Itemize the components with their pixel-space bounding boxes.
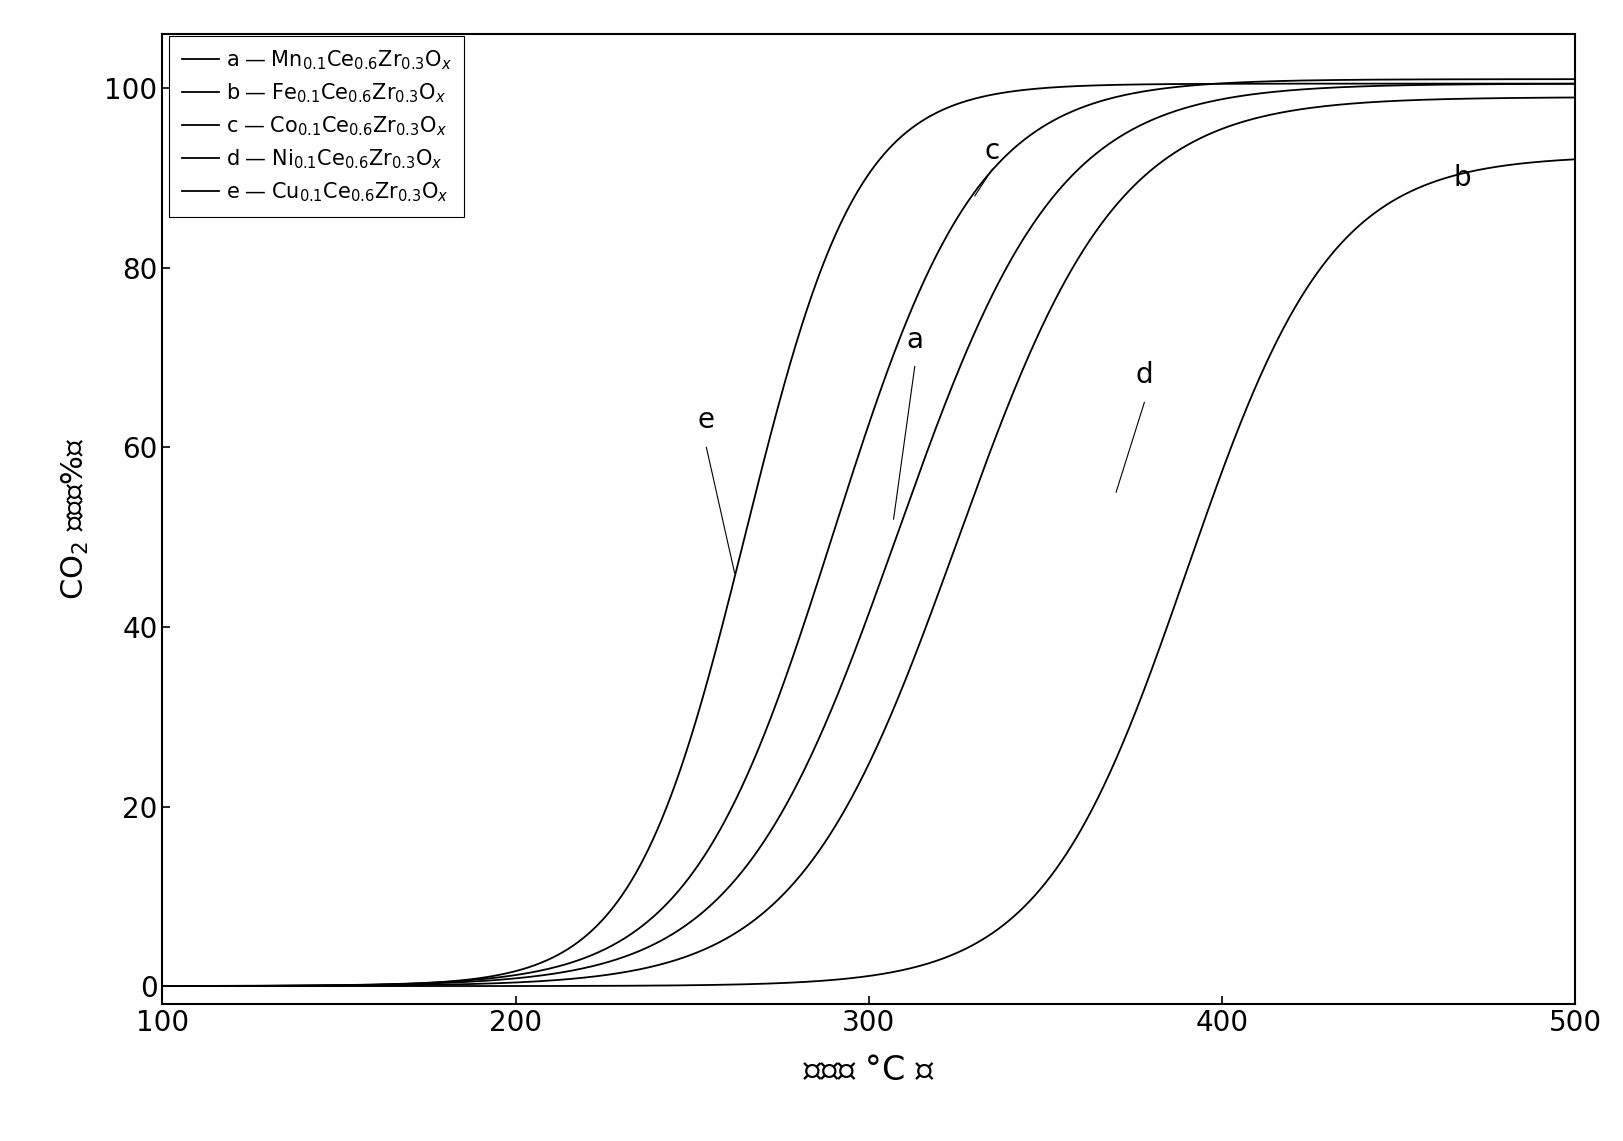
- Text: e: e: [698, 406, 714, 435]
- Text: a: a: [906, 325, 923, 354]
- Legend: a$\;$—$\;$Mn$_{0.1}$Ce$_{0.6}$Zr$_{0.3}$O$_x$, b$\;$—$\;$Fe$_{0.1}$Ce$_{0.6}$Zr$: a$\;$—$\;$Mn$_{0.1}$Ce$_{0.6}$Zr$_{0.3}$…: [169, 37, 464, 217]
- Y-axis label: CO$_2$ $\mathregular{产率}$（%）: CO$_2$ $\mathregular{产率}$（%）: [60, 438, 91, 600]
- Text: b: b: [1453, 164, 1470, 192]
- X-axis label: $\mathregular{温度}$（ °C ）: $\mathregular{温度}$（ °C ）: [803, 1053, 933, 1086]
- Text: c: c: [984, 137, 1000, 165]
- Text: d: d: [1134, 362, 1152, 389]
